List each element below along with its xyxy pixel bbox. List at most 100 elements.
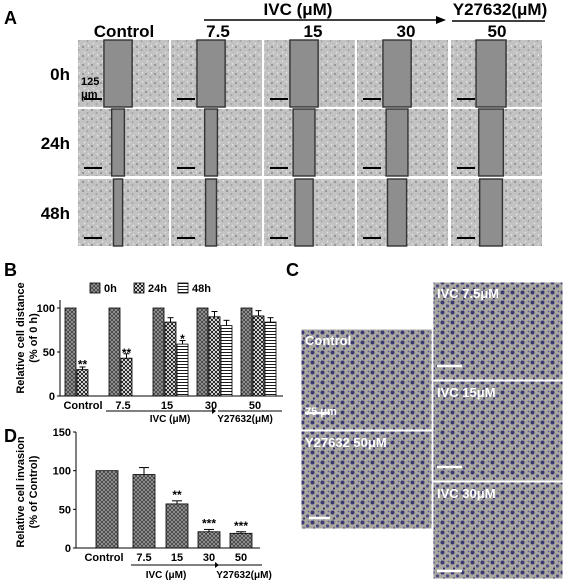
invasion-image: IVC 7.5μM (432, 281, 564, 381)
b-bar (252, 315, 265, 397)
d-x-tick-label: 7.5 (136, 552, 151, 564)
wound-image (171, 108, 262, 177)
wound-image (451, 39, 542, 108)
b-bar (264, 321, 277, 397)
wound-image (357, 108, 448, 177)
b-legend-label: 0h (104, 283, 117, 295)
b-legend-label: 24h (148, 283, 167, 295)
wound-gap (289, 39, 319, 108)
image-caption: Y27632 50μM (305, 435, 387, 450)
wound-gap (386, 178, 408, 247)
b-bar (240, 307, 253, 397)
panel-c: C Control Y27632 50μM IVC 7.5μM IVC 15μM IVC… (286, 260, 564, 580)
b-significance: * (180, 332, 185, 346)
wound-gap (478, 178, 504, 247)
d-y-tick-label: 150 (53, 427, 71, 439)
wound-image (451, 108, 542, 177)
dose-label: 15 (304, 22, 323, 41)
b-bar (108, 307, 121, 397)
invasion-micrograph (432, 380, 564, 482)
panel-a: A Control IVC (μM) Y27632(μM) 7.5 15 30 50 … (4, 0, 547, 247)
b-bar (64, 307, 77, 397)
b-bar (196, 307, 209, 397)
dose-label: 30 (397, 22, 416, 41)
wound-gap (385, 108, 409, 177)
b-legend-swatch (89, 282, 101, 294)
d-x-tick-label: 50 (235, 552, 247, 564)
invasion-image: IVC 30μM (432, 481, 564, 580)
b-bar (208, 316, 221, 397)
row-label: 48h (41, 204, 70, 223)
c-scale-label: 75 μm (305, 406, 337, 418)
d-bar (165, 503, 189, 549)
wound-gap (204, 178, 218, 247)
dose-label: 50 (488, 22, 507, 41)
header-ivc: IVC (μM) (264, 0, 333, 19)
b-legend-label: 48h (192, 283, 211, 295)
wound-gap (382, 39, 412, 108)
d-x-tick-label: 30 (203, 552, 215, 564)
wound-image (264, 39, 355, 108)
invasion-image: Y27632 50μM (300, 430, 433, 530)
d-bar (95, 470, 119, 549)
image-caption: IVC 7.5μM (437, 286, 499, 301)
b-legend-swatch (133, 282, 145, 294)
d-bar (197, 531, 221, 549)
d-bar (229, 532, 253, 549)
d-bar (132, 474, 156, 549)
d-chart: 0 50 100 150 Control 7.5 ** 15 *** 30 *** 50 IVC (μM… (53, 427, 272, 581)
invasion-image: IVC 15μM (432, 380, 564, 482)
row-labels: 0h 24h 48h (41, 65, 70, 223)
b-bar (76, 369, 89, 397)
wound-image (78, 108, 169, 177)
ivc-arrow-head (436, 16, 446, 24)
d-significance: *** (202, 516, 216, 530)
d-group-label-y27632: Y27632(μM) (216, 570, 272, 581)
row-label: 24h (41, 134, 70, 153)
b-significance: ** (78, 358, 88, 372)
header-control: Control (94, 22, 154, 41)
wound-image (264, 178, 355, 247)
d-x-tick-label: Control (84, 552, 123, 564)
panel-d: D Relative cell invasion(% of Control) 0… (4, 426, 272, 581)
d-y-axis-label: Relative cell invasion(% of Control) (15, 436, 40, 548)
wound-image (171, 39, 262, 108)
b-bar (120, 357, 133, 397)
wound-image (451, 178, 542, 247)
d-y-tick-label: 50 (59, 504, 71, 516)
panel-b: B Relative cell distance(% of 0 h) 0 50 10… (4, 260, 283, 425)
b-y-tick-label: 0 (49, 391, 55, 403)
wound-gap (103, 39, 133, 108)
wound-gap (294, 178, 314, 247)
b-significance: ** (122, 346, 132, 360)
wound-image (171, 178, 262, 247)
d-y-tick-label: 100 (53, 466, 71, 478)
b-bar (164, 321, 177, 397)
invasion-image-grid: Control Y27632 50μM IVC 7.5μM IVC 15μM IVC 3… (300, 281, 564, 580)
invasion-micrograph (300, 430, 433, 530)
image-caption: IVC 15μM (437, 385, 496, 400)
b-y-tick-label: 50 (43, 347, 55, 359)
b-y-axis-label: Relative cell distance(% of 0 h) (15, 282, 40, 393)
b-bar (152, 307, 165, 397)
image-caption: IVC 30μM (437, 486, 496, 501)
panel-letter-b: B (4, 260, 17, 280)
cell-monolayer (78, 179, 169, 246)
wound-gap (112, 178, 124, 247)
b-x-tick-label: 15 (161, 400, 173, 412)
wound-gap (110, 108, 126, 177)
d-y-tick-label: 0 (65, 543, 71, 555)
dose-labels: 7.5 15 30 50 (206, 22, 506, 41)
invasion-image: Control (300, 328, 433, 431)
panel-letter-d: D (4, 426, 17, 446)
wound-gap (475, 39, 507, 108)
scale-label: 125 (81, 76, 99, 88)
dose-label: 7.5 (206, 22, 230, 41)
b-bar (220, 325, 233, 397)
wound-gap (196, 39, 226, 108)
wound-gap (292, 108, 316, 177)
wound-gap (478, 108, 505, 177)
b-x-tick-label: 7.5 (115, 400, 130, 412)
